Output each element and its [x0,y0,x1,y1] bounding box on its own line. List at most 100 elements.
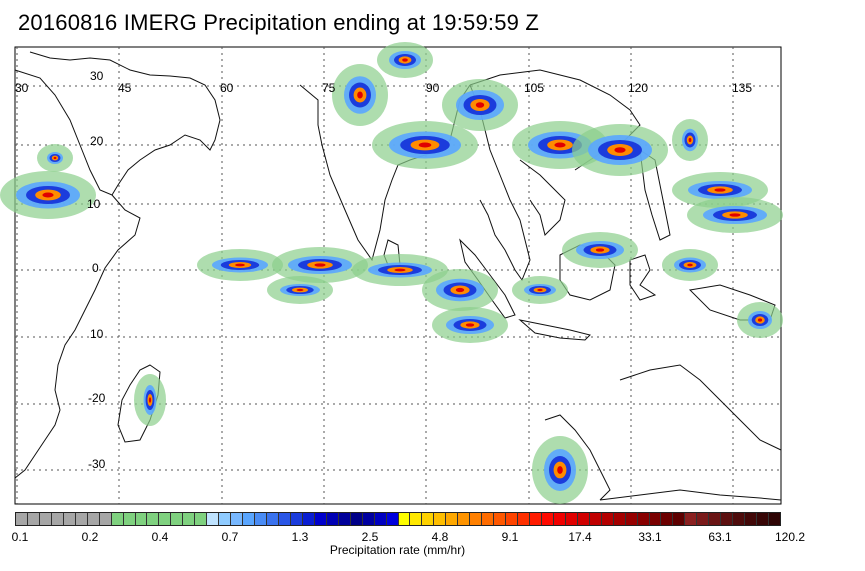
colorbar-cell [422,513,435,525]
colorbar-cell [255,513,268,525]
colorbar-cell [482,513,495,525]
colorbar-cell [63,513,76,525]
precip-extreme [394,268,406,272]
colorbar-cell [589,513,602,525]
map-title: 20160816 IMERG Precipitation ending at 1… [18,10,540,35]
colorbar-tick-label: 9.1 [501,530,519,544]
precip-extreme [614,147,626,153]
colorbar-tick-label: 4.8 [431,530,449,544]
colorbar-cell [111,513,124,525]
lon-label: 30 [15,81,29,95]
colorbar-tick-label: 33.1 [638,530,662,544]
lon-label: 105 [524,81,544,95]
lat-label: 10 [87,197,101,211]
colorbar-cell [577,513,590,525]
colorbar-cell [99,513,112,525]
colorbar-cell [39,513,52,525]
colorbar-cell [183,513,196,525]
colorbar-cell [529,513,542,525]
colorbar-cell [565,513,578,525]
colorbar-tick-label: 1.3 [291,530,309,544]
colorbar-cell [601,513,614,525]
colorbar-tick-label: 63.1 [708,530,732,544]
grid-labels: 30 45 60 75 90 105 120 135 30 20 10 0 10 -20 -30 [15,69,752,471]
precip-extreme [455,287,465,293]
colorbar-cell [326,513,339,525]
colorbar-cell [75,513,88,525]
coastline-southeast-asia [469,84,531,282]
colorbar-cell [434,513,447,525]
colorbar-tick-label: 0.1 [11,530,29,544]
precip-extreme [402,58,408,62]
colorbar-tick-label: 17.4 [568,530,592,544]
colorbar-cell [231,513,244,525]
colorbar-cell [243,513,256,525]
precip-extreme [357,91,363,99]
precip-extreme [418,142,432,148]
colorbar-cell [613,513,626,525]
colorbar-tick-label: 2.5 [361,530,379,544]
lat-label: 30 [90,69,104,83]
colorbar-cell [625,513,638,525]
colorbar-cell [446,513,459,525]
precip-extreme [688,137,692,143]
precip-extreme [475,102,485,108]
colorbar-cell [637,513,650,525]
precip-extreme [296,288,304,292]
lon-label: 75 [322,81,336,95]
colorbar-cell [171,513,184,525]
colorbar-cell [123,513,136,525]
colorbar-cell [147,513,160,525]
colorbar-cell [757,513,770,525]
precip-extreme [687,263,693,267]
coastline-sulawesi [629,254,657,301]
coastline-arabia-africa [14,51,221,196]
colorbar-cell [541,513,554,525]
colorbar-tick-label: 120.2 [774,530,806,544]
precip-extreme [53,156,57,160]
lon-label: 120 [628,81,648,95]
colorbar-cell [470,513,483,525]
colorbar-cell [769,513,780,525]
coastline-philippines [639,148,671,241]
lat-label: 20 [90,134,104,148]
coastline-east-africa [14,194,141,479]
colorbar-cell [494,513,507,525]
colorbar-cell [518,513,530,525]
colorbar-cell [458,513,471,525]
lon-label: 135 [732,81,752,95]
lat-label: -20 [88,391,106,405]
colorbar-cell [290,513,303,525]
colorbar-cell [745,513,758,525]
coastline-australia [544,364,782,501]
colorbar-cell [27,513,40,525]
colorbar-tick-label: 0.2 [81,530,99,544]
colorbar-cell [673,513,686,525]
precip-extreme [757,318,763,322]
lon-label: 90 [426,81,440,95]
colorbar-cell [87,513,100,525]
precip-extreme [537,288,543,292]
coastlines [14,51,782,501]
colorbar-cell [195,513,208,525]
coastline-indochina [519,159,566,236]
colorbar-cell [661,513,674,525]
precip-extreme [554,142,566,148]
precip-extreme [595,248,605,252]
colorbar-cell [410,513,423,525]
colorbar-cell [267,513,279,525]
colorbar-cell [350,513,363,525]
precipitation-colorbar [15,512,781,526]
colorbar-cell [207,513,220,525]
precip-extreme [42,192,54,198]
colorbar-cell [374,513,387,525]
colorbar-cell [386,513,399,525]
colorbar-tick-label: 0.4 [151,530,169,544]
lon-label: 45 [118,81,132,95]
lon-label: 60 [220,81,234,95]
colorbar-cell [338,513,351,525]
precip-extreme [148,397,152,403]
precip-extreme [714,188,726,192]
coastline-java [518,319,591,341]
